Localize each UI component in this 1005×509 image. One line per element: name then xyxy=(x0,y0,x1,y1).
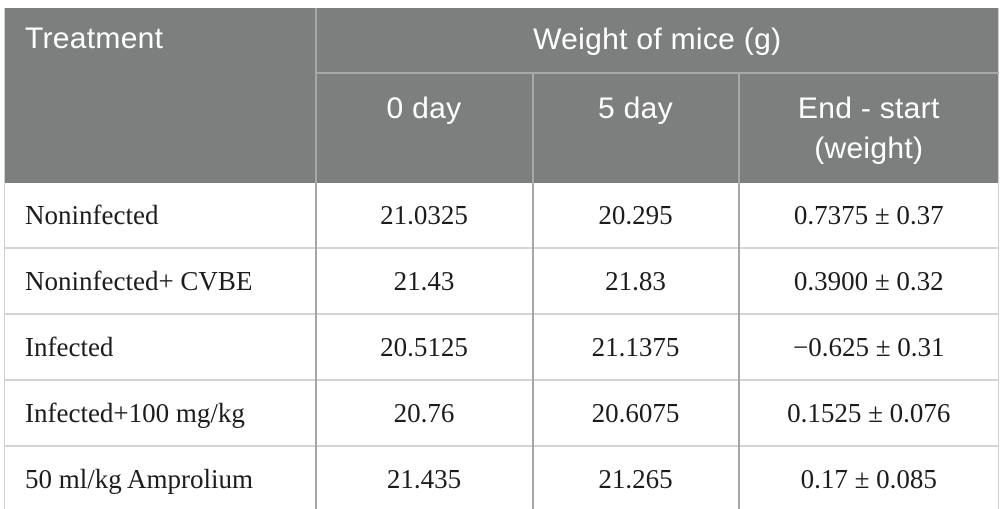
table-row: Noninfected+ CVBE 21.43 21.83 0.3900 ± 0… xyxy=(4,247,999,314)
cell-day0: 20.5125 xyxy=(314,313,533,380)
cell-diff: 0.17 ± 0.085 xyxy=(737,445,999,509)
column-header-diff-line1: End - start xyxy=(797,92,940,125)
table-header: Treatment Weight of mice (g) 0 day 5 day… xyxy=(4,8,999,183)
cell-treatment: Infected+100 mg/kg xyxy=(4,379,316,446)
cell-day0: 20.76 xyxy=(314,379,533,446)
cell-treatment: Noninfected+ CVBE xyxy=(4,247,316,314)
column-header-diff-line2: (weight) xyxy=(814,131,924,165)
table-row: Infected 20.5125 21.1375 −0.625 ± 0.31 xyxy=(4,313,999,380)
column-header-day5: 5 day xyxy=(531,73,739,183)
cell-day5: 20.295 xyxy=(531,183,739,248)
cell-day0: 21.43 xyxy=(314,247,533,314)
cell-diff: 0.3900 ± 0.32 xyxy=(737,247,999,314)
cell-day5: 21.1375 xyxy=(531,313,739,380)
table-row: Infected+100 mg/kg 20.76 20.6075 0.1525 … xyxy=(4,379,999,446)
cell-day5: 20.6075 xyxy=(531,379,739,446)
mice-weight-table: Treatment Weight of mice (g) 0 day 5 day… xyxy=(4,8,999,509)
cell-day5: 21.265 xyxy=(531,445,739,509)
column-header-day0: 0 day xyxy=(314,73,533,183)
cell-treatment: Infected xyxy=(4,313,316,380)
cell-treatment: 50 ml/kg Amprolium xyxy=(4,445,316,509)
column-header-treatment: Treatment xyxy=(4,8,316,183)
table-row: Noninfected 21.0325 20.295 0.7375 ± 0.37 xyxy=(5,183,999,248)
cell-day0: 21.0325 xyxy=(314,183,533,248)
cell-day5: 21.83 xyxy=(531,247,739,314)
column-group-header-weight: Weight of mice (g) xyxy=(314,8,999,74)
cell-diff: 0.7375 ± 0.37 xyxy=(737,183,999,248)
column-header-diff: End - start (weight) xyxy=(737,73,999,183)
cell-treatment: Noninfected xyxy=(25,199,159,230)
table-body: Noninfected 21.0325 20.295 0.7375 ± 0.37… xyxy=(4,183,999,509)
table-row: 50 ml/kg Amprolium 21.435 21.265 0.17 ± … xyxy=(4,445,999,509)
cell-diff: −0.625 ± 0.31 xyxy=(737,313,999,380)
cell-day0: 21.435 xyxy=(314,445,533,509)
cell-diff: 0.1525 ± 0.076 xyxy=(737,379,999,446)
